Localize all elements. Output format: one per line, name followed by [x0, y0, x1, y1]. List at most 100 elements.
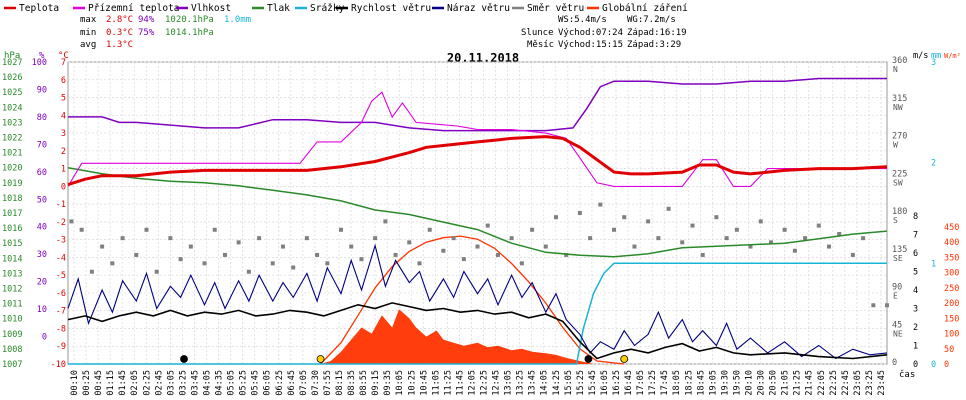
wind-dir-point [826, 244, 831, 249]
tick-wm2: 100 [944, 330, 959, 340]
wind-dir-point [134, 252, 139, 257]
legend-label: Srážky [310, 3, 345, 14]
wind-dir-point [530, 227, 535, 232]
tick-dir: 360 [892, 56, 907, 66]
tick-hpa: 1013 [2, 269, 22, 279]
x-tick: 04:05 [203, 370, 213, 396]
x-tick: 19:30 [720, 370, 730, 396]
x-tick: 03:25 [178, 370, 188, 396]
wind-dir-point [79, 227, 84, 232]
wind-dir-point [383, 219, 388, 224]
x-tick: 18:45 [696, 370, 706, 396]
tick-dir: 180 [892, 207, 907, 217]
x-tick: 10:45 [419, 370, 429, 396]
tick-pct: 80 [37, 113, 47, 123]
tick-ms: 8 [913, 212, 918, 222]
wind-dir-point [427, 227, 432, 232]
tick-hpa: 1011 [2, 300, 22, 310]
x-tick: 00:45 [94, 370, 104, 396]
tick-temp: 7 [61, 58, 66, 68]
x-tick: 19:50 [732, 370, 742, 396]
info-sunset: Západ:16:19 [627, 28, 687, 38]
wind-dir-point [202, 261, 207, 266]
sun-set-marker [620, 355, 629, 363]
x-tick: 16:45 [624, 370, 634, 396]
tick-dir: 315 [892, 94, 907, 104]
grid [67, 61, 888, 365]
legend-label: Náraz větru [447, 3, 510, 14]
tick-dir: 0 [892, 358, 897, 368]
axis-unit-temp: °C [58, 51, 69, 61]
x-tick: 22:45 [841, 370, 851, 396]
wind-dir-point [257, 236, 262, 241]
x-tick: 02:45 [154, 370, 164, 396]
info-sun: Slunce [521, 28, 554, 38]
tick-temp: -6 [56, 289, 66, 299]
wind-dir-point [188, 244, 193, 249]
tick-temp: -1 [56, 200, 66, 210]
tick-dir-label: E [893, 292, 898, 301]
tick-pct: 60 [37, 168, 47, 178]
wind-dir-point [304, 236, 309, 241]
x-tick: 21:25 [793, 370, 803, 396]
tick-dir-label: N [893, 65, 898, 74]
tick-temp: 0 [61, 182, 66, 192]
tick-pct: 100 [32, 58, 47, 68]
wind-dir-point [461, 257, 466, 262]
wind-dir-point [666, 206, 671, 211]
tick-hpa: 1012 [2, 285, 22, 295]
wind-dir-point [792, 248, 797, 253]
wind-dir-point [816, 223, 821, 228]
stat-temp: 1.3°C [106, 40, 133, 50]
tick-wm2: 200 [944, 299, 959, 309]
wind-dir-point [724, 236, 729, 241]
x-tick: 15:05 [564, 370, 574, 396]
x-tick: 11:25 [443, 370, 453, 396]
wind-dir-point [700, 252, 705, 257]
x-tick: 02:25 [142, 370, 152, 396]
wind-dir-point [588, 236, 593, 241]
wind-dir-point [564, 252, 569, 257]
x-tick: 11:45 [455, 370, 465, 396]
tick-dir: 45 [892, 320, 902, 330]
tick-temp: 2 [61, 147, 66, 157]
x-tick: 13:05 [504, 370, 514, 396]
wind-dir-point [495, 252, 500, 257]
tick-mm: 3 [931, 58, 936, 68]
tick-pct: 40 [37, 223, 47, 233]
wind-dir-point [758, 219, 763, 224]
x-tick: 21:45 [805, 370, 815, 396]
legend-label: Rychlost větru [351, 3, 431, 14]
x-tick: 09:35 [383, 370, 393, 396]
tick-ms: 3 [913, 305, 918, 315]
x-tick: 00:10 [70, 370, 80, 396]
wind-dir-point [144, 227, 149, 232]
x-tick: 07:55 [323, 370, 333, 396]
x-tick: 07:30 [311, 370, 321, 396]
tick-dir-label: NW [893, 103, 903, 112]
x-tick: 08:15 [335, 370, 345, 396]
tick-temp: 5 [61, 94, 66, 104]
series-solar-area [320, 309, 594, 364]
wind-dir-point [837, 231, 842, 236]
stat-temp: 0.3°C [106, 28, 133, 38]
info-moonrise: Východ:15:15 [558, 40, 623, 50]
stat-pressure: 1014.1hPa [165, 28, 214, 38]
x-tick: 13:45 [528, 370, 538, 396]
tick-dir: 225 [892, 169, 907, 179]
series-pressure [67, 166, 888, 258]
wind-dir-point [222, 252, 227, 257]
tick-temp: -4 [56, 253, 66, 263]
sun-rise-marker [316, 355, 325, 363]
tick-hpa: 1018 [2, 194, 22, 204]
wind-dir-point [246, 269, 251, 274]
tick-wm2: 350 [944, 253, 959, 263]
wind-dir-point [280, 244, 285, 249]
x-tick: 14:25 [552, 370, 562, 396]
x-tick: 18:25 [684, 370, 694, 396]
tick-hpa: 1017 [2, 209, 22, 219]
tick-hpa: 1010 [2, 315, 22, 325]
legend-label: Vlhkost [191, 3, 231, 14]
tick-temp: 3 [61, 129, 66, 139]
axis-unit-x: čas [899, 369, 915, 380]
